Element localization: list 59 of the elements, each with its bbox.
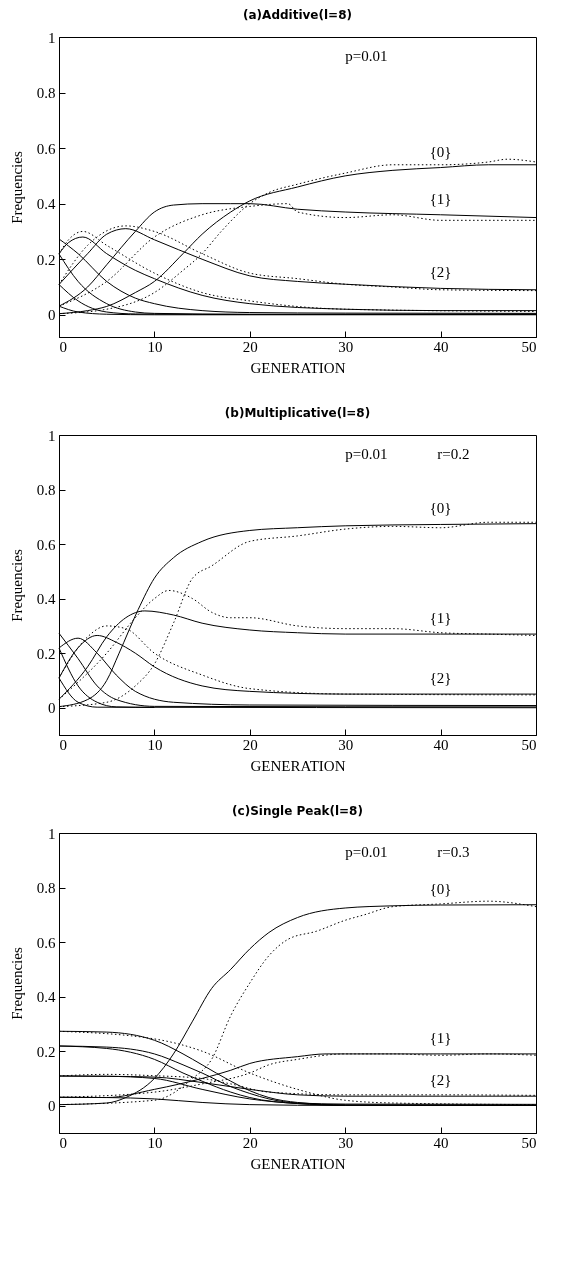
y-tick-label: 0.8 [36, 880, 56, 897]
x-tick-label: 30 [338, 736, 354, 753]
series-label: {0} [429, 143, 452, 160]
series-label: {1} [429, 1029, 452, 1046]
y-tick-label: 1 [48, 29, 56, 46]
y-axis-title: Frequencies [8, 549, 25, 622]
x-tick-label: 40 [433, 338, 449, 355]
x-tick-label: 20 [242, 736, 258, 753]
x-tick-label: 50 [521, 338, 537, 355]
y-tick-label: 1 [48, 427, 56, 444]
series-label: {0} [429, 500, 452, 517]
y-tick-label: 0.4 [36, 989, 56, 1006]
annotation: p=0.01 [345, 446, 388, 462]
x-tick-label: 10 [147, 736, 163, 753]
annotation: r=0.2 [437, 446, 470, 462]
y-tick-label: 0.8 [36, 482, 56, 499]
x-tick-label: 50 [521, 1134, 537, 1151]
annotation: p=0.01 [345, 48, 388, 64]
y-tick-label: 0 [48, 700, 56, 717]
y-tick-label: 0.6 [36, 140, 56, 157]
y-tick-label: 1 [48, 825, 56, 842]
y-axis-title: Frequencies [8, 151, 25, 224]
annotation: p=0.01 [345, 844, 388, 860]
y-tick-label: 0.6 [36, 536, 56, 553]
x-tick-label: 30 [338, 338, 354, 355]
y-tick-label: 0.6 [36, 934, 56, 951]
x-tick-label: 40 [433, 736, 449, 753]
annotation: r=0.3 [437, 844, 470, 860]
x-tick-label: 20 [242, 338, 258, 355]
x-tick-label: 10 [147, 1134, 163, 1151]
x-tick-label: 10 [147, 338, 163, 355]
y-tick-label: 0.2 [36, 251, 56, 268]
x-axis-title: GENERATION [250, 757, 346, 774]
series-label: {2} [429, 1072, 452, 1089]
y-tick-label: 0.8 [36, 85, 56, 102]
y-tick-label: 0.4 [36, 196, 56, 213]
y-tick-label: 0.4 [36, 591, 56, 608]
series-label: {1} [429, 610, 452, 627]
series-label: {2} [429, 670, 452, 687]
chart-title: (a)Additive(l=8) [243, 8, 352, 22]
x-tick-label: 0 [59, 1134, 67, 1151]
x-tick-label: 20 [242, 1134, 258, 1151]
x-axis-title: GENERATION [250, 1155, 346, 1172]
x-tick-label: 50 [521, 736, 537, 753]
y-tick-label: 0.2 [36, 645, 56, 662]
x-tick-label: 30 [338, 1134, 354, 1151]
y-axis-title: Frequencies [8, 947, 25, 1020]
chart-title: (b)Multiplicative(l=8) [224, 406, 371, 420]
series-label: {0} [429, 881, 452, 897]
series-label: {1} [429, 190, 452, 207]
y-tick-label: 0 [48, 1098, 56, 1115]
x-tick-label: 0 [59, 736, 67, 753]
x-tick-label: 40 [433, 1134, 449, 1151]
y-tick-label: 0 [48, 307, 56, 324]
y-tick-label: 0.2 [36, 1043, 56, 1060]
chart-title: (c)Single Peak(l=8) [232, 804, 363, 818]
x-axis-title: GENERATION [250, 359, 346, 376]
series-label: {2} [429, 264, 452, 281]
x-tick-label: 0 [59, 338, 67, 355]
